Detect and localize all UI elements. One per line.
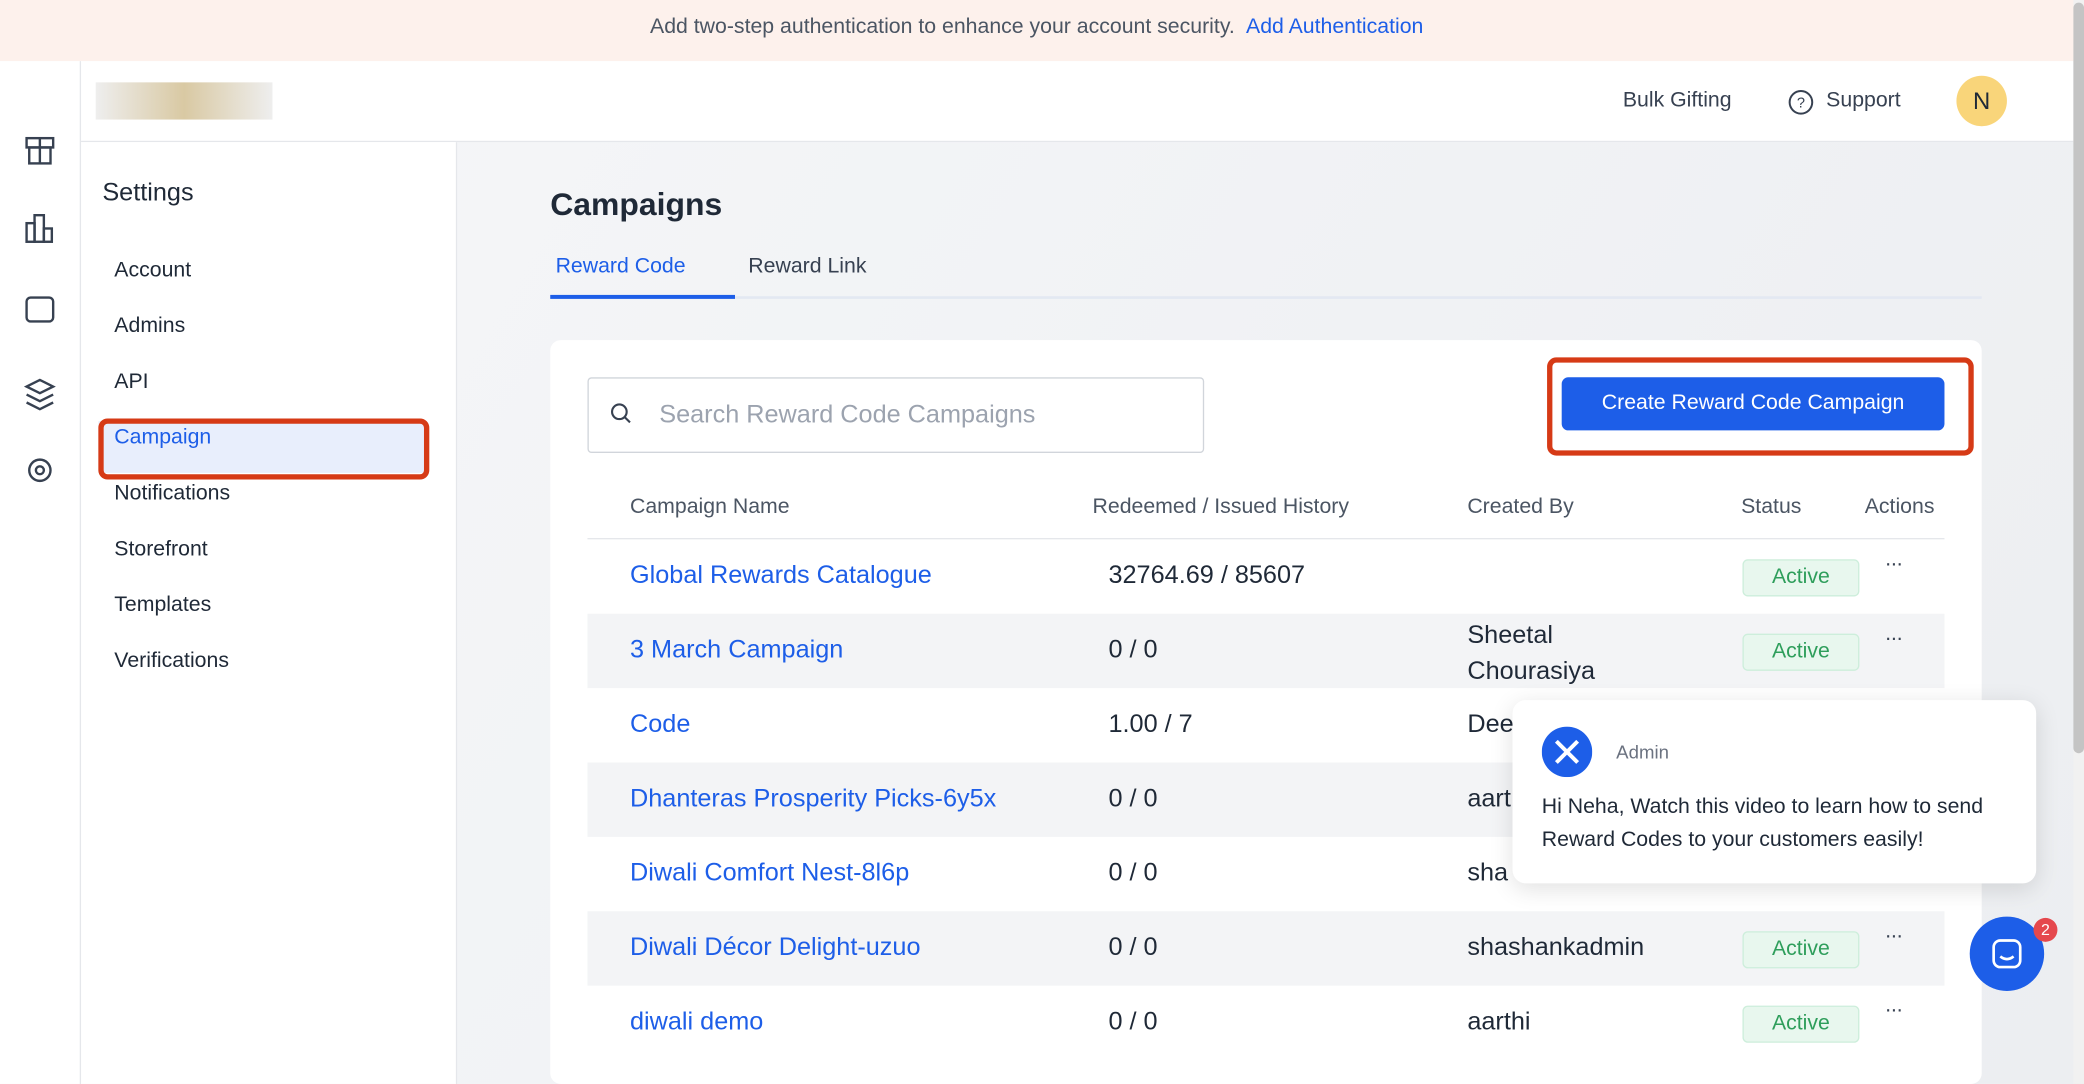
- history: 32764.69 / 85607: [1108, 561, 1306, 590]
- search-icon: [610, 403, 631, 424]
- table-row: Diwali Comfort Nest-8l6p 0 / 0 sha: [587, 837, 1944, 911]
- history: 0 / 0: [1108, 636, 1158, 665]
- chat-icon: [1992, 939, 2022, 969]
- menu-item[interactable]: Storefront: [114, 538, 208, 561]
- menu-item[interactable]: Notifications: [114, 482, 231, 505]
- status-badge: Active: [1742, 559, 1860, 597]
- campaign-link[interactable]: Diwali Comfort Nest-8l6p: [629, 859, 910, 888]
- history: 1.00 / 7: [1108, 710, 1193, 739]
- chat-sender: Admin: [1616, 741, 1669, 763]
- tab[interactable]: Reward Code: [555, 255, 686, 278]
- history: 0 / 0: [1108, 785, 1158, 813]
- logo[interactable]: [95, 82, 273, 120]
- banner: Add two-step authentication to enhance y…: [0, 0, 2084, 62]
- history: 0 / 0: [1108, 1008, 1158, 1037]
- banner-text: Add two-step authentication to enhance y…: [650, 15, 1235, 39]
- actions-menu[interactable]: ···: [1884, 552, 1904, 576]
- created-by: shashankadmin: [1467, 933, 1645, 962]
- search-placeholder: Search Reward Code Campaigns: [659, 401, 1036, 430]
- history: 0 / 0: [1108, 933, 1158, 962]
- actions-menu[interactable]: ···: [1884, 998, 1904, 1022]
- column-header: Actions: [1864, 495, 1935, 519]
- campaign-link[interactable]: Global Rewards Catalogue: [629, 561, 932, 590]
- created-by: aarthi: [1467, 1008, 1531, 1037]
- table-row: Code 1.00 / 7 Dee: [587, 688, 1944, 762]
- create-button[interactable]: Create Reward Code Campaign: [1561, 377, 1945, 431]
- settings-sidebar: Settings Account Admins API Campaign Notific…: [81, 142, 458, 1084]
- page-title: Campaigns: [550, 187, 723, 224]
- tab[interactable]: Reward Link: [748, 255, 867, 278]
- settings-icon[interactable]: [28, 458, 52, 483]
- chart-icon[interactable]: [25, 214, 54, 243]
- status-badge: Active: [1742, 1005, 1860, 1043]
- highlight-box: [1547, 357, 1974, 456]
- chat-avatar: [1541, 726, 1593, 778]
- wallet-icon[interactable]: [25, 296, 55, 323]
- scrollbar: [2073, 0, 2084, 1084]
- actions-menu[interactable]: ···: [1884, 627, 1904, 650]
- menu-item[interactable]: Account: [114, 259, 192, 282]
- status-badge: Active: [1742, 633, 1860, 671]
- highlight-box: [98, 418, 430, 480]
- tab-divider: [550, 296, 1982, 299]
- campaign-link[interactable]: Diwali Décor Delight-uzuo: [629, 933, 921, 962]
- menu-item[interactable]: Templates: [114, 593, 212, 617]
- history: 0 / 0: [1108, 859, 1158, 888]
- gift-icon[interactable]: [25, 136, 55, 165]
- support[interactable]: Support: [1826, 89, 1901, 112]
- svg-text:?: ?: [1797, 96, 1805, 112]
- table-row: Global Rewards Catalogue 32764.69 / 85607…: [587, 539, 1944, 613]
- created-by: Dee: [1467, 710, 1514, 739]
- campaign-link[interactable]: 3 March Campaign: [629, 636, 844, 665]
- column-header: Campaign Name: [629, 495, 790, 519]
- header-divider: [587, 538, 1945, 540]
- banner-line: Add two-step authentication to enhance y…: [0, 16, 2073, 40]
- chat-popup[interactable]: Admin Hi Neha, Watch this video to learn…: [1512, 700, 2037, 884]
- chat-launcher[interactable]: [1969, 916, 2045, 991]
- menu-item[interactable]: Admins: [114, 314, 186, 338]
- column-header: Created By: [1467, 495, 1574, 519]
- header: Bulk Gifting ? Support N: [81, 61, 2074, 143]
- rail-icons: [23, 136, 56, 483]
- menu-item[interactable]: Verifications: [114, 649, 229, 673]
- created-by: sha: [1467, 859, 1509, 888]
- campaign-link[interactable]: Dhanteras Prosperity Picks-6y5x: [629, 785, 997, 813]
- table-row: diwali demo 0 / 0 aarthi Active ···: [587, 986, 1944, 1060]
- sidebar-title: Settings: [102, 179, 194, 208]
- campaign-link[interactable]: diwali demo: [629, 1008, 764, 1037]
- avatar[interactable]: N: [1956, 75, 2007, 127]
- chat-badge: 2: [2033, 917, 2058, 942]
- bulk-gifting[interactable]: Bulk Gifting: [1622, 89, 1732, 112]
- menu-item[interactable]: API: [114, 370, 149, 394]
- active-item-bg: [98, 421, 427, 473]
- help-icon: ?: [1788, 89, 1814, 115]
- actions-menu[interactable]: ···: [1884, 924, 1904, 948]
- column-header: Redeemed / Issued History: [1092, 495, 1350, 519]
- chat-message: Hi Neha, Watch this video to learn how t…: [1541, 795, 1984, 852]
- menu-item[interactable]: Campaign: [114, 426, 212, 449]
- table-row: Diwali Décor Delight-uzuo 0 / 0 shashankad…: [587, 911, 1945, 986]
- status-badge: Active: [1742, 931, 1860, 969]
- layers-icon[interactable]: [23, 378, 56, 411]
- campaign-link[interactable]: Code: [629, 710, 691, 739]
- table-row: 3 March Campaign 0 / 0 Sheetal Chourasiya A…: [587, 613, 1945, 689]
- banner-link[interactable]: Add Authentication: [1246, 15, 1424, 39]
- search-box[interactable]: Search Reward Code Campaigns: [587, 377, 1205, 453]
- tab-underline: [550, 294, 735, 299]
- created-by: Sheetal Chourasiya: [1467, 621, 1596, 686]
- created-by: aart: [1467, 785, 1511, 813]
- column-header: Status: [1741, 495, 1802, 519]
- icon-rail: [0, 61, 82, 1084]
